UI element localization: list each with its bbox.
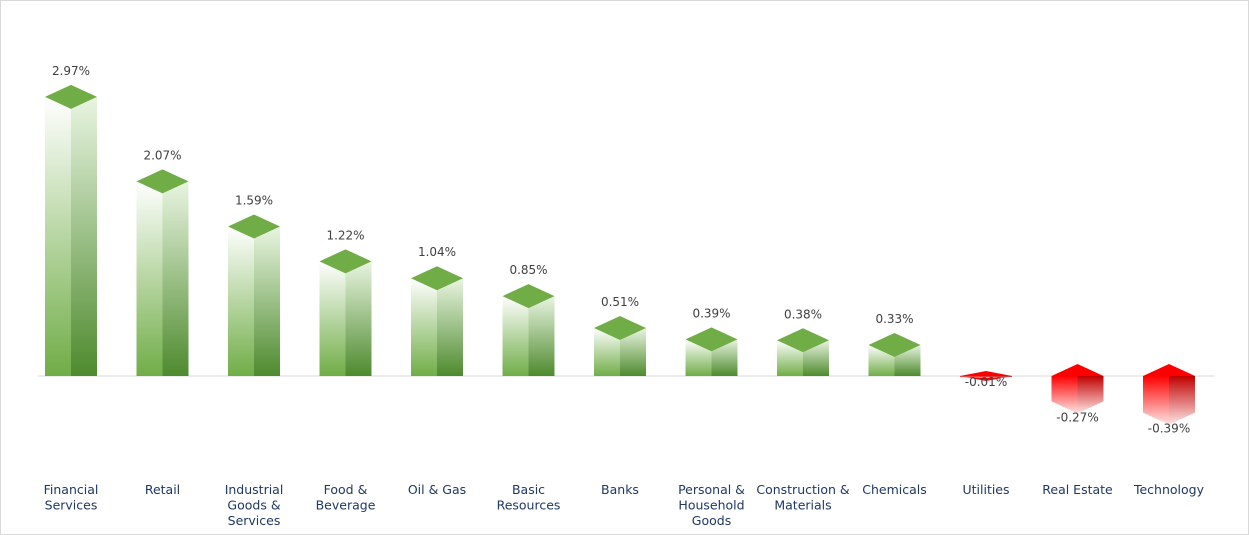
bar-right-face	[345, 261, 372, 376]
bar-group: 0.38% Construction & Materials	[756, 307, 850, 512]
data-label: 1.04%	[418, 245, 456, 259]
data-label: -0.39%	[1148, 422, 1190, 436]
bar-left-face	[594, 328, 620, 376]
category-label-line: Resources	[497, 498, 561, 513]
bar-group: 0.85% Basic Resources	[497, 263, 561, 512]
bar-group: 1.59% Industrial Goods & Services	[225, 194, 284, 528]
data-label: 2.97%	[52, 64, 90, 78]
category-label: Retail	[145, 482, 180, 497]
data-label: 1.22%	[326, 228, 364, 242]
category-label-line: Industrial	[225, 482, 284, 497]
bar-right-face	[1077, 376, 1104, 414]
category-label: Construction & Materials	[756, 482, 850, 513]
bar-top-face	[868, 332, 921, 357]
bar-right-face	[986, 376, 1012, 378]
category-label-line: Services	[45, 498, 98, 513]
bar-left-face	[411, 278, 437, 376]
category-label: Financial Services	[44, 482, 99, 513]
category-label: Chemicals	[862, 482, 927, 497]
data-label: 0.51%	[601, 295, 639, 309]
category-label-line: Food &	[324, 482, 368, 497]
category-label-line: Financial	[44, 482, 99, 497]
bar-left-face	[45, 96, 71, 376]
data-label: 0.33%	[875, 312, 913, 326]
category-label-line: Banks	[601, 482, 639, 497]
bar-right-face	[254, 226, 280, 376]
bar-left-face	[1051, 376, 1078, 414]
bar-right-face	[71, 96, 97, 376]
bar-group: -0.01% Utilities	[960, 371, 1012, 497]
bar-group: -0.27% Real Estate	[1042, 364, 1113, 497]
bar-right-face	[803, 340, 829, 376]
category-label: Technology	[1133, 482, 1205, 497]
category-label: Basic Resources	[497, 482, 561, 513]
bar-top-face	[411, 266, 463, 291]
category-label-line: Chemicals	[862, 482, 927, 497]
category-label-line: Utilities	[962, 482, 1009, 497]
data-label: 0.85%	[509, 263, 547, 277]
category-label-line: Household	[678, 498, 744, 513]
category-label-line: Basic	[512, 482, 545, 497]
category-label: Oil & Gas	[408, 482, 466, 497]
bar-left-face	[136, 181, 163, 376]
bar-left-face	[319, 261, 346, 376]
bar-left-face	[1143, 376, 1169, 425]
category-label: Real Estate	[1042, 482, 1113, 497]
data-label: -0.27%	[1056, 410, 1098, 424]
category-label: Food & Beverage	[316, 482, 376, 513]
bar-group: 0.39% Personal & Household Goods	[678, 306, 745, 528]
category-label: Utilities	[962, 482, 1009, 497]
category-label-line: Personal &	[678, 482, 745, 497]
bar-top-face	[45, 84, 97, 109]
category-label-line: Beverage	[316, 498, 376, 513]
bar-right-face	[894, 344, 921, 376]
bar-group: 1.22% Food & Beverage	[316, 228, 376, 512]
bar-group: 0.33% Chemicals	[862, 312, 927, 497]
bar-left-face	[228, 226, 254, 376]
bar-right-face	[437, 278, 463, 376]
category-label-line: Goods &	[227, 498, 280, 513]
bar-right-face	[620, 328, 646, 376]
bar-right-face	[711, 339, 738, 376]
bar-right-face	[528, 296, 555, 376]
data-label: -0.01%	[965, 375, 1007, 389]
category-label: Industrial Goods & Services	[225, 482, 284, 528]
bar-group: 2.07% Retail	[136, 148, 189, 497]
bar-left-face	[868, 344, 895, 376]
bar-group: -0.39% Technology	[1133, 364, 1205, 497]
category-label-line: Goods	[692, 513, 731, 528]
category-label-line: Construction &	[756, 482, 850, 497]
category-label-line: Technology	[1133, 482, 1205, 497]
bar-top-face	[502, 284, 555, 309]
bar-right-face	[1169, 376, 1195, 425]
data-label: 0.39%	[692, 306, 730, 320]
bar-left-face	[960, 376, 986, 378]
data-label: 1.59%	[235, 194, 273, 208]
bar-group: 2.97% Financial Services	[44, 64, 99, 513]
data-label: 0.38%	[784, 307, 822, 321]
category-label-line: Oil & Gas	[408, 482, 466, 497]
bar-left-face	[502, 296, 529, 376]
bar-left-face	[685, 339, 712, 376]
bar-top-face	[136, 169, 189, 194]
bar-group: 0.51% Banks	[594, 295, 646, 497]
bar-right-face	[162, 181, 189, 376]
bar-left-face	[777, 340, 803, 376]
bar-group: 1.04% Oil & Gas	[408, 245, 466, 497]
category-label-line: Materials	[774, 498, 831, 513]
bar-top-face	[777, 328, 829, 353]
bar-top-face	[594, 316, 646, 341]
category-label: Banks	[601, 482, 639, 497]
category-label: Personal & Household Goods	[678, 482, 745, 528]
bar-top-face	[319, 249, 372, 274]
category-label-line: Services	[228, 513, 281, 528]
bar-top-face	[685, 327, 738, 352]
bar-top-face	[228, 214, 280, 239]
category-label-line: Real Estate	[1042, 482, 1113, 497]
data-label: 2.07%	[143, 148, 181, 162]
category-label-line: Retail	[145, 482, 180, 497]
